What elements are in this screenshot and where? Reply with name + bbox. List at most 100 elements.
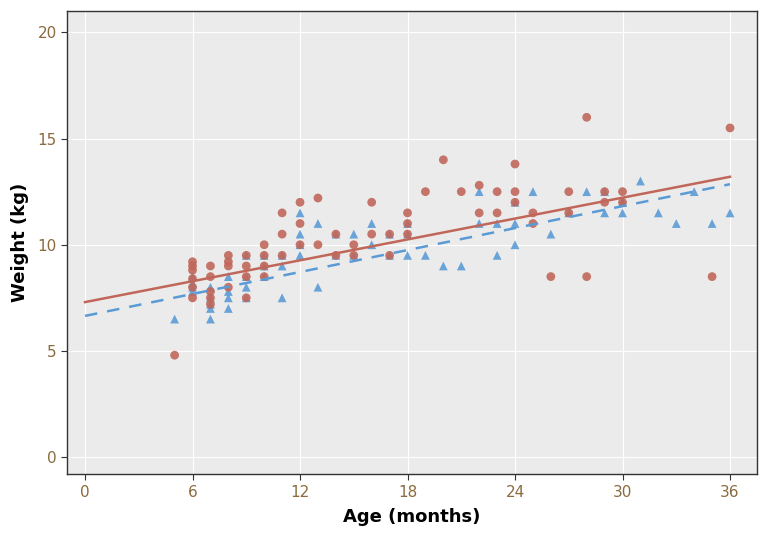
Point — [617, 198, 629, 207]
Point — [509, 198, 521, 207]
Point — [724, 208, 737, 217]
Point — [187, 262, 199, 270]
Point — [240, 294, 253, 302]
Point — [187, 272, 199, 281]
Point — [240, 251, 253, 260]
Point — [329, 251, 342, 260]
Point — [581, 272, 593, 281]
Point — [204, 304, 217, 313]
Point — [383, 251, 396, 260]
Point — [419, 187, 432, 196]
Point — [509, 187, 521, 196]
Point — [473, 187, 485, 196]
Point — [294, 219, 306, 228]
Point — [187, 279, 199, 287]
Point — [204, 272, 217, 281]
Point — [222, 257, 234, 266]
Point — [329, 230, 342, 238]
Point — [329, 230, 342, 238]
Point — [222, 272, 234, 281]
Point — [383, 230, 396, 238]
Point — [168, 315, 180, 323]
Point — [598, 198, 611, 207]
Point — [187, 294, 199, 302]
Point — [204, 294, 217, 302]
Point — [617, 187, 629, 196]
Point — [563, 208, 575, 217]
Point — [294, 230, 306, 238]
Point — [455, 187, 468, 196]
Point — [509, 241, 521, 249]
Point — [222, 251, 234, 260]
Point — [617, 198, 629, 207]
Point — [366, 241, 378, 249]
Point — [240, 272, 253, 281]
Point — [204, 315, 217, 323]
Point — [312, 241, 324, 249]
Point — [706, 219, 718, 228]
Point — [652, 208, 664, 217]
Point — [187, 283, 199, 292]
Point — [545, 272, 557, 281]
Point — [312, 219, 324, 228]
Point — [402, 251, 414, 260]
Point — [402, 208, 414, 217]
Point — [348, 230, 360, 238]
Point — [598, 187, 611, 196]
Point — [473, 219, 485, 228]
Point — [276, 262, 288, 270]
Point — [258, 262, 270, 270]
Point — [509, 198, 521, 207]
Point — [258, 262, 270, 270]
Point — [509, 219, 521, 228]
Point — [509, 159, 521, 168]
Point — [527, 208, 539, 217]
Point — [348, 251, 360, 260]
Point — [598, 187, 611, 196]
Point — [294, 208, 306, 217]
Point — [312, 194, 324, 202]
Point — [258, 251, 270, 260]
Point — [204, 294, 217, 302]
Point — [276, 230, 288, 238]
Point — [294, 251, 306, 260]
Point — [240, 251, 253, 260]
Point — [258, 241, 270, 249]
Point — [276, 294, 288, 302]
Point — [437, 156, 449, 164]
Point — [294, 241, 306, 249]
Point — [222, 283, 234, 292]
Point — [688, 187, 700, 196]
Point — [402, 230, 414, 238]
Point — [617, 208, 629, 217]
Point — [276, 251, 288, 260]
Point — [402, 219, 414, 228]
Point — [491, 187, 503, 196]
Point — [491, 219, 503, 228]
Point — [581, 113, 593, 121]
Point — [294, 241, 306, 249]
Point — [402, 230, 414, 238]
Point — [366, 219, 378, 228]
Point — [348, 241, 360, 249]
Point — [437, 262, 449, 270]
Point — [312, 283, 324, 292]
Point — [598, 208, 611, 217]
Point — [527, 219, 539, 228]
Point — [527, 187, 539, 196]
Point — [276, 208, 288, 217]
Point — [724, 124, 737, 132]
Point — [563, 208, 575, 217]
Point — [706, 272, 718, 281]
Point — [204, 300, 217, 309]
Point — [240, 262, 253, 270]
Point — [383, 230, 396, 238]
Point — [366, 198, 378, 207]
Point — [383, 251, 396, 260]
Point — [240, 294, 253, 302]
Point — [348, 251, 360, 260]
X-axis label: Age (months): Age (months) — [343, 508, 481, 526]
Point — [473, 208, 485, 217]
Point — [329, 251, 342, 260]
Point — [187, 266, 199, 274]
